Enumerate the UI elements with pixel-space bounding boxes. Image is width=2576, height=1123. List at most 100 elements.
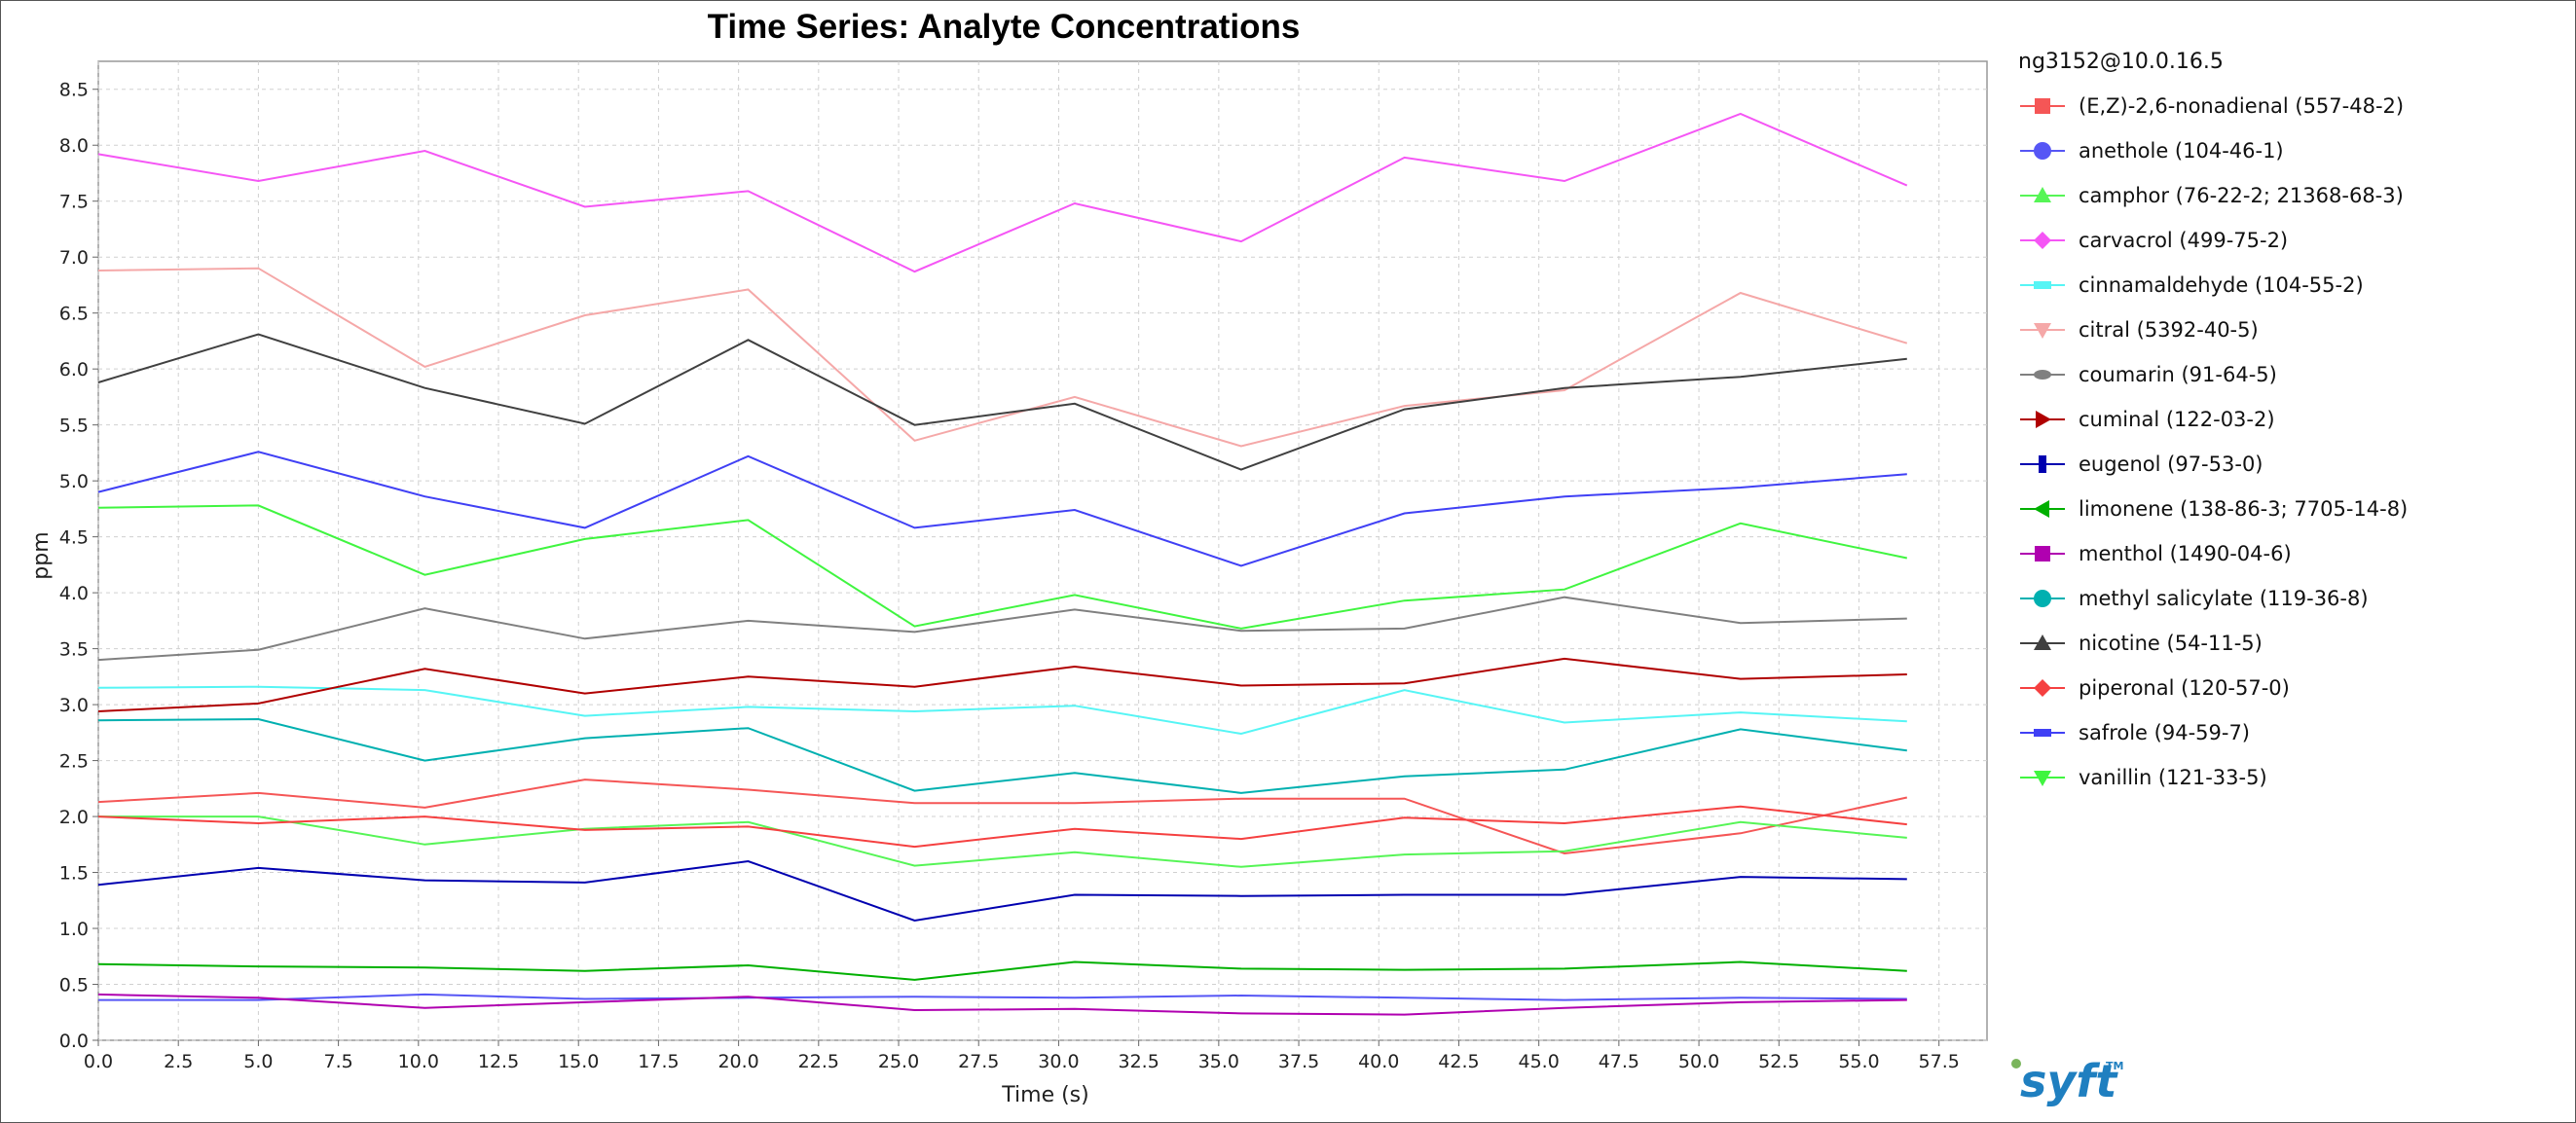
y-tick-label: 3.5 — [59, 639, 89, 661]
legend-item: (E,Z)-2,6-nonadienal (557-48-2) — [2018, 84, 2563, 128]
legend-swatch — [2020, 771, 2065, 786]
x-tick-label: 50.0 — [1678, 1051, 1719, 1072]
series-line — [97, 504, 1908, 630]
x-tick-label: 5.0 — [243, 1051, 273, 1072]
legend-item: vanillin (121-33-5) — [2018, 755, 2563, 800]
y-tick-label: 7.5 — [59, 192, 89, 213]
y-tick-label: 6.5 — [59, 304, 89, 325]
y-tick-label: 6.0 — [59, 359, 89, 380]
grid — [97, 60, 1988, 1041]
x-tick-label: 35.0 — [1198, 1051, 1239, 1072]
legend-label: (E,Z)-2,6-nonadienal (557-48-2) — [2079, 94, 2405, 118]
x-tick-label: 27.5 — [958, 1051, 999, 1072]
legend-item: nicotine (54-11-5) — [2018, 621, 2563, 666]
logo-trademark: TM — [2106, 1060, 2123, 1072]
x-tick-label: 15.0 — [558, 1051, 599, 1072]
legend-swatch — [2020, 370, 2065, 380]
y-tick-label: 2.5 — [59, 751, 89, 773]
legend-marker — [2034, 771, 2051, 786]
legend: ng3152@10.0.16.5 (E,Z)-2,6-nonadienal (5… — [2018, 50, 2563, 800]
legend-marker — [2034, 634, 2051, 650]
y-tick-label: 1.0 — [59, 919, 89, 940]
legend-item: cinnamaldehyde (104-55-2) — [2018, 263, 2563, 308]
legend-marker — [2034, 729, 2051, 737]
series-line — [98, 815, 1907, 868]
legend-swatch — [2020, 142, 2065, 160]
x-tick-label: 55.0 — [1838, 1051, 1879, 1072]
legend-marker — [2034, 187, 2051, 202]
legend-item: piperonal (120-57-0) — [2018, 666, 2563, 710]
legend-label: safrole (94-59-7) — [2079, 721, 2250, 744]
legend-swatch — [2020, 729, 2065, 737]
legend-label: methyl salicylate (119-36-8) — [2079, 587, 2369, 610]
legend-swatch — [2020, 546, 2065, 562]
y-tick-label: 2.0 — [59, 807, 89, 828]
series-lines — [97, 112, 1908, 1016]
legend-label: cuminal (122-03-2) — [2079, 408, 2275, 431]
legend-label: coumarin (91-64-5) — [2079, 363, 2277, 386]
series-line — [97, 779, 1908, 855]
legend-item: citral (5392-40-5) — [2018, 308, 2563, 352]
legend-label: eugenol (97-53-0) — [2079, 453, 2263, 476]
legend-label: citral (5392-40-5) — [2079, 318, 2259, 342]
legend-marker — [2034, 323, 2051, 339]
legend-marker — [2034, 142, 2051, 160]
legend-marker — [2034, 232, 2051, 249]
logo-text: syft — [2020, 1055, 2118, 1107]
legend-item: safrole (94-59-7) — [2018, 710, 2563, 755]
y-tick-label: 8.5 — [59, 80, 89, 101]
legend-swatch — [2020, 500, 2065, 518]
legend-marker — [2039, 455, 2046, 473]
series-line — [97, 805, 1907, 849]
x-tick-label: 37.5 — [1278, 1051, 1319, 1072]
series-line — [97, 657, 1907, 712]
x-tick-label: 32.5 — [1118, 1051, 1159, 1072]
y-tick-label: 8.0 — [59, 135, 89, 157]
series-line — [97, 859, 1907, 923]
x-tick-label: 57.5 — [1919, 1051, 1960, 1072]
series-line — [97, 596, 1907, 662]
series-line — [97, 333, 1907, 471]
legend-item: anethole (104-46-1) — [2018, 128, 2563, 173]
legend-marker — [2035, 546, 2050, 562]
axes: 0.0 2.5 5.0 7.5 10.0 12.5 15.0 17.5 20.0 22.5 25.0… — [59, 80, 1960, 1072]
y-tick-label: 1.5 — [59, 863, 89, 885]
legend-label: anethole (104-46-1) — [2079, 139, 2284, 163]
legend-swatch — [2020, 634, 2065, 650]
y-tick-label: 4.0 — [59, 583, 89, 604]
y-tick-label: 4.5 — [59, 527, 89, 549]
series-line — [98, 993, 1907, 1001]
x-tick-label: 17.5 — [638, 1051, 679, 1072]
chart-title: Time Series: Analyte Concentrations — [708, 8, 1301, 46]
x-tick-label: 25.0 — [878, 1051, 919, 1072]
x-axis-label: Time (s) — [1001, 1083, 1088, 1107]
legend-item: coumarin (91-64-5) — [2018, 352, 2563, 397]
legend-title: ng3152@10.0.16.5 — [2018, 50, 2224, 74]
legend-swatch — [2020, 232, 2065, 249]
logo-dot — [2011, 1059, 2021, 1069]
legend-swatch — [2020, 281, 2065, 289]
legend-items: (E,Z)-2,6-nonadienal (557-48-2) anethole … — [2018, 84, 2563, 800]
series-line — [97, 993, 1907, 1016]
legend-label: camphor (76-22-2; 21368-68-3) — [2079, 184, 2404, 207]
legend-item: eugenol (97-53-0) — [2018, 442, 2563, 487]
legend-item: cuminal (122-03-2) — [2018, 397, 2563, 442]
x-tick-label: 42.5 — [1438, 1051, 1479, 1072]
x-tick-label: 12.5 — [478, 1051, 519, 1072]
x-tick-label: 10.0 — [398, 1051, 439, 1072]
x-tick-label: 40.0 — [1358, 1051, 1399, 1072]
legend-swatch — [2020, 590, 2065, 607]
y-tick-label: 0.5 — [59, 975, 89, 996]
y-tick-label: 3.0 — [59, 695, 89, 716]
legend-swatch — [2020, 187, 2065, 202]
legend-label: limonene (138-86-3; 7705-14-8) — [2079, 497, 2409, 521]
x-tick-label: 52.5 — [1758, 1051, 1799, 1072]
series-line — [97, 112, 1908, 273]
y-tick-label: 0.0 — [59, 1031, 89, 1052]
legend-marker — [2034, 590, 2051, 607]
x-tick-label: 47.5 — [1599, 1051, 1639, 1072]
legend-marker — [2034, 679, 2051, 697]
syft-logo: syft TM — [2011, 1055, 2123, 1107]
series-line — [97, 685, 1907, 736]
